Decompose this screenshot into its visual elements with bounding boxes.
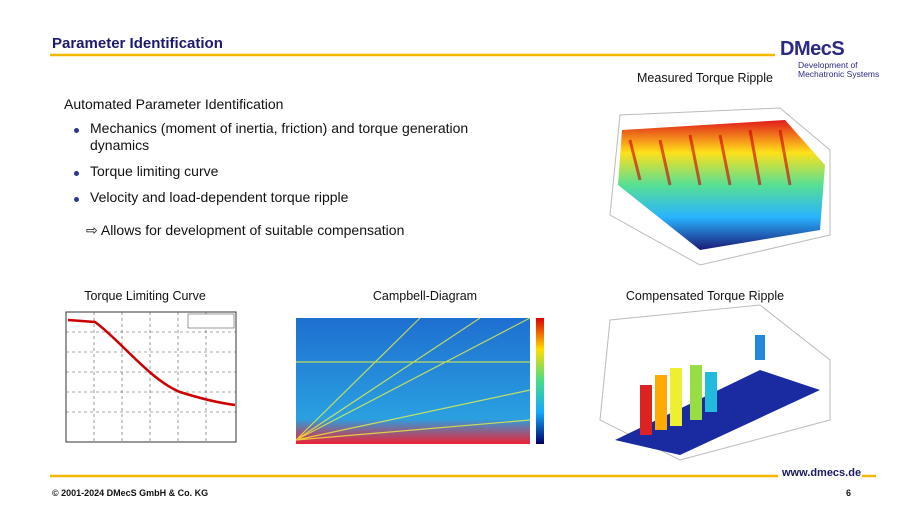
figure-title: Torque Limiting Curve [84, 289, 206, 303]
slide-title: Parameter Identification [52, 35, 223, 52]
campbell-plot [295, 317, 544, 444]
figure-title: Campbell-Diagram [372, 289, 478, 303]
logo-name: DMecS [780, 38, 845, 60]
figure-title: Compensated Torque Ripple [625, 289, 785, 303]
url: www.dmecs.de [782, 467, 862, 479]
compensated-ripple-plot [599, 304, 831, 461]
figure-title: Measured Torque Ripple [637, 71, 773, 85]
copyright: © 2001-2024 DMecS GmbH & Co. KG [52, 488, 209, 498]
page-number: 6 [846, 488, 852, 498]
torque-limit-plot [65, 311, 237, 443]
bullet: Mechanics (moment of inertia, friction) … [72, 120, 492, 154]
tagline-line: Development of [798, 60, 858, 70]
logo-tagline: Development of Mechatronic Systems [798, 61, 879, 79]
sub-point: ⇨ Allows for development of suitable com… [86, 222, 405, 238]
tagline-line: Mechatronic Systems [798, 69, 880, 79]
heading: Automated Parameter Identification [64, 96, 284, 112]
bullet: Torque limiting curve [72, 163, 492, 180]
sub-text: Allows for development of suitable compe… [100, 222, 405, 238]
bullet: Velocity and load-dependent torque rippl… [72, 189, 492, 206]
measured-ripple-plot [609, 107, 831, 266]
bullet-list: Mechanics (moment of inertia, friction) … [72, 120, 492, 215]
